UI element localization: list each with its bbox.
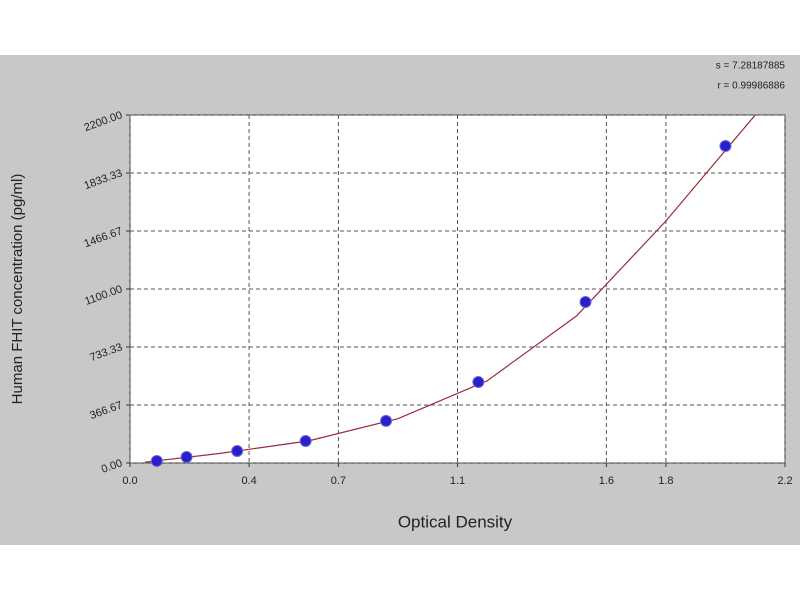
- data-point: [380, 414, 393, 427]
- data-point: [299, 435, 312, 448]
- data-point: [719, 140, 732, 153]
- x-tick-label: 1.6: [599, 475, 614, 487]
- x-tick-label: 0.0: [122, 475, 137, 487]
- x-tick-label: 1.1: [450, 475, 465, 487]
- x-tick-label: 0.7: [331, 475, 346, 487]
- y-axis-label: Human FHIT concentration (pg/ml): [9, 174, 26, 405]
- data-point: [579, 295, 592, 308]
- data-point: [180, 450, 193, 463]
- x-tick-label: 1.8: [658, 475, 673, 487]
- annotation: s = 7.28187885: [716, 61, 786, 72]
- x-tick-label: 2.2: [777, 475, 792, 487]
- annotation: r = 0.99986886: [717, 81, 785, 92]
- data-point: [150, 454, 163, 467]
- data-point: [231, 444, 244, 457]
- x-axis-label: Optical Density: [398, 512, 513, 531]
- x-tick-label: 0.4: [241, 475, 256, 487]
- data-point: [472, 376, 485, 389]
